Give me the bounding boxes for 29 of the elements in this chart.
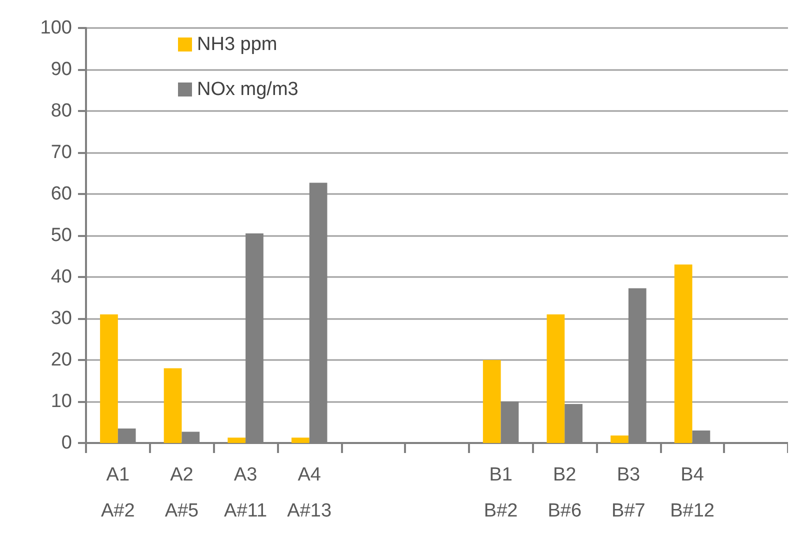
x-tick-label: B2 B#6 (548, 464, 582, 522)
bar (546, 314, 565, 443)
y-tick-label: 0 (61, 432, 72, 454)
y-tick-label: 70 (50, 142, 72, 163)
y-tick-label: 100 (40, 18, 72, 38)
y-tick-label: 60 (50, 184, 72, 204)
bar (291, 438, 310, 443)
y-tick-label: 50 (50, 225, 72, 246)
bar (674, 264, 692, 443)
bar (164, 368, 182, 443)
bar (482, 360, 501, 443)
bar (100, 314, 118, 443)
y-tick-label: 90 (50, 59, 72, 80)
y-tick-label: 30 (50, 308, 72, 329)
bar (228, 438, 246, 443)
y-tick-label: 10 (50, 391, 72, 412)
x-tick-label: A4 A#13 (287, 464, 332, 522)
bar (610, 436, 628, 443)
x-tick-label: B1 B#2 (484, 464, 518, 522)
x-tick-label: B4 B#12 (670, 464, 714, 522)
y-tick-label: 20 (50, 350, 72, 370)
x-tick-label: A3 A#11 (224, 464, 268, 522)
y-tick-label: 40 (50, 266, 72, 288)
legend-label: NOx mg/m3 (197, 79, 298, 100)
x-tick-label: B3 B#7 (612, 464, 646, 522)
y-tick-label: 80 (50, 100, 72, 122)
legend-label: NH3 ppm (197, 34, 278, 55)
x-tick-label: A2 A#5 (164, 464, 199, 522)
x-tick-label: A1 A#2 (101, 464, 135, 522)
